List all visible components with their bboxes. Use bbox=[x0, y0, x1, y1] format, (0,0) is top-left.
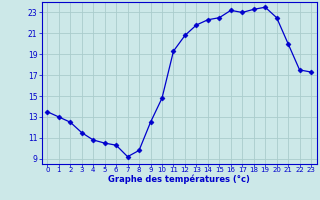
X-axis label: Graphe des températures (°c): Graphe des températures (°c) bbox=[108, 174, 250, 184]
